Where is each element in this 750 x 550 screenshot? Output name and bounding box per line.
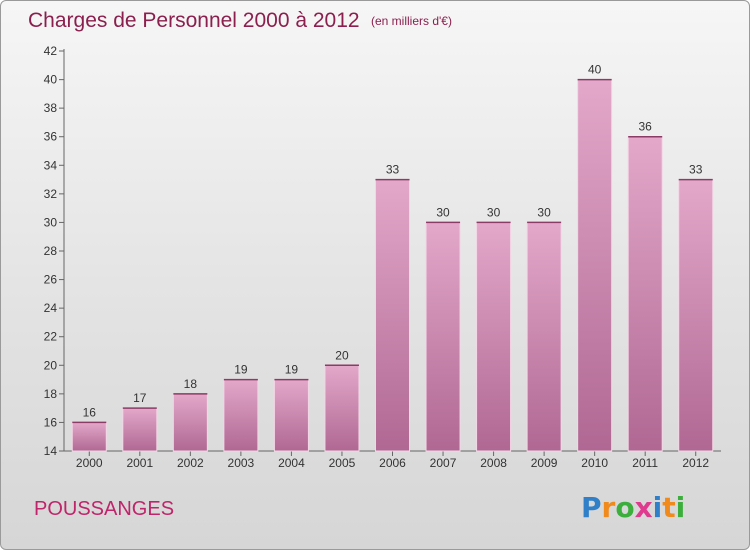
y-tick-label: 40 <box>44 73 58 87</box>
logo-letter: i <box>653 491 663 524</box>
bar <box>526 221 562 452</box>
x-tick-label: 2011 <box>632 456 658 470</box>
logo-letter: i <box>676 491 686 524</box>
y-tick-label: 24 <box>44 301 58 315</box>
x-tick-label: 2008 <box>480 456 507 470</box>
x-tick-label: 2001 <box>126 456 153 470</box>
logo-letter: o <box>615 491 634 524</box>
y-tick-label: 22 <box>44 330 58 344</box>
bar-value-label: 30 <box>436 205 450 219</box>
y-tick-label: 14 <box>44 444 58 458</box>
bar <box>375 179 410 452</box>
bars: 16 17 18 19 19 20 33 30 30 30 40 36 33 <box>71 63 714 452</box>
bar <box>577 79 613 452</box>
x-tick-label: 2007 <box>430 456 457 470</box>
bar-value-label: 40 <box>588 63 602 77</box>
bar-value-label: 20 <box>335 348 349 362</box>
bar <box>122 407 158 452</box>
bar <box>273 379 309 452</box>
axes: 14 16 18 20 22 24 26 28 30 32 34 36 38 40 42 2000 2001 20… <box>44 44 721 470</box>
bar <box>223 379 259 452</box>
x-tick-label: 2010 <box>581 456 608 470</box>
logo-letter: t <box>662 491 675 524</box>
logo-letter: P <box>581 491 602 524</box>
x-tick-label: 2012 <box>682 456 709 470</box>
x-tick-label: 2005 <box>329 456 356 470</box>
bar-value-label: 19 <box>285 363 299 377</box>
chart-title: Charges de Personnel 2000 à 2012 <box>28 9 360 32</box>
y-tick-label: 38 <box>44 101 58 115</box>
x-tick-label: 2004 <box>278 456 305 470</box>
bar-value-label: 19 <box>234 363 248 377</box>
y-tick-label: 28 <box>44 244 58 258</box>
bar <box>678 179 714 452</box>
bar-value-label: 30 <box>487 205 501 219</box>
bar-value-label: 16 <box>83 405 97 419</box>
y-tick-label: 32 <box>44 187 58 201</box>
bar <box>627 136 663 452</box>
y-tick-label: 26 <box>44 273 58 287</box>
y-tick-label: 18 <box>44 387 58 401</box>
x-tick-label: 2003 <box>228 456 255 470</box>
bar-value-label: 30 <box>537 205 551 219</box>
bar-value-label: 33 <box>386 163 400 177</box>
y-tick-label: 42 <box>44 44 58 58</box>
y-tick-label: 20 <box>44 358 58 372</box>
bar-value-label: 33 <box>689 163 703 177</box>
bar <box>324 364 360 452</box>
y-tick-label: 36 <box>44 130 58 144</box>
y-tick-label: 30 <box>44 215 58 229</box>
y-tick-label: 34 <box>44 158 58 172</box>
logo-letter: x <box>635 491 653 524</box>
place-name: POUSSANGES <box>34 498 174 520</box>
bar <box>476 221 512 452</box>
bar <box>71 421 107 452</box>
bar-value-label: 18 <box>184 377 198 391</box>
bar-value-label: 36 <box>639 120 653 134</box>
chart-subtitle: (en milliers d'€) <box>371 14 452 28</box>
x-tick-label: 2002 <box>177 456 204 470</box>
x-tick-label: 2006 <box>379 456 406 470</box>
proxiti-logo: Proxiti <box>581 491 685 524</box>
logo-letter: r <box>602 491 616 524</box>
x-tick-label: 2009 <box>531 456 558 470</box>
x-tick-label: 2000 <box>76 456 103 470</box>
y-tick-label: 16 <box>44 415 58 429</box>
bar <box>425 221 461 452</box>
bar-value-label: 17 <box>133 391 147 405</box>
bar <box>172 393 208 452</box>
